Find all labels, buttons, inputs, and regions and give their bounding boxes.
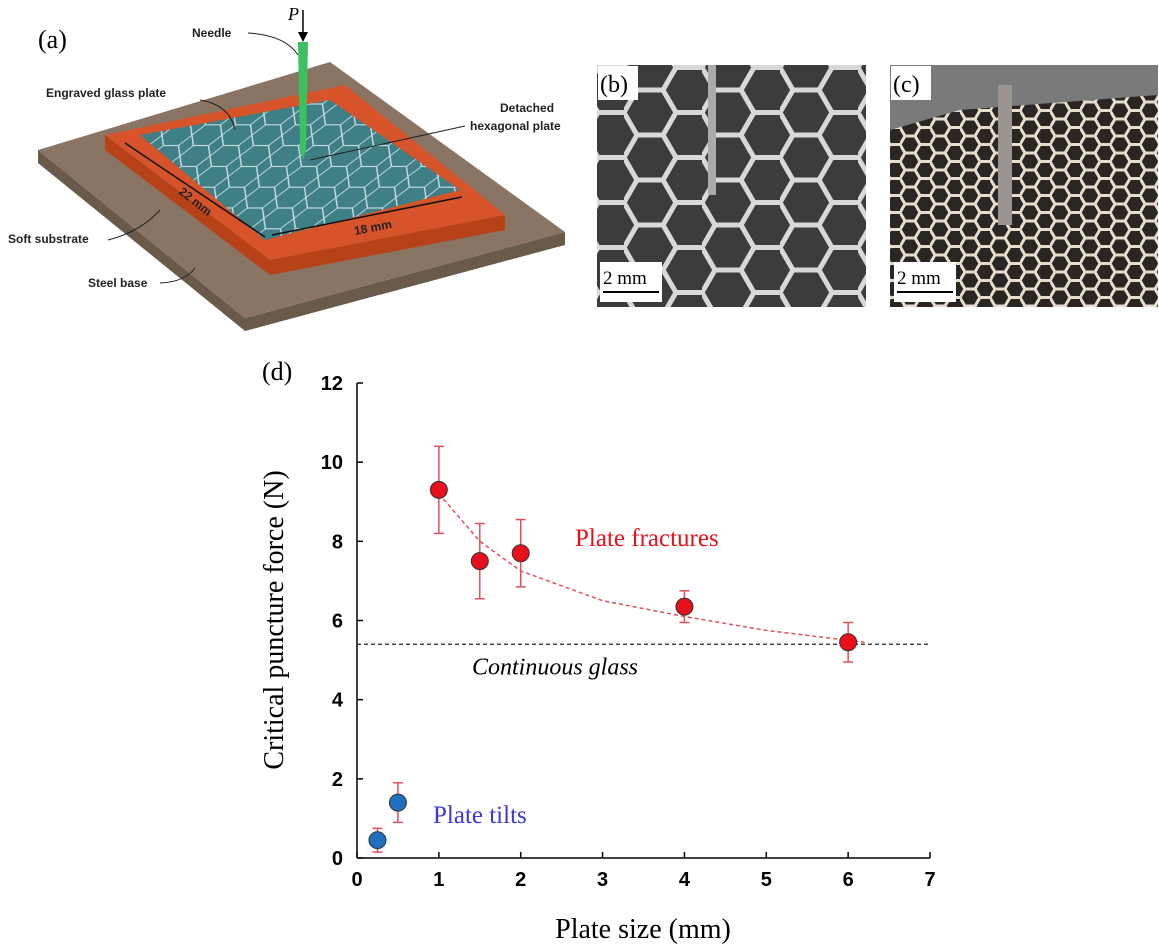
reference-label: Continuous glass [472,654,638,680]
x-tick-label: 2 [515,869,526,891]
x-axis-label: Plate size (mm) [555,914,731,945]
annotation: Plate tilts [433,802,527,829]
detached-label: Detached [500,101,554,115]
needle [708,65,716,195]
y-tick-label: 10 [321,452,343,474]
panel-label: (d) [262,357,292,386]
x-tick-label: 6 [843,869,854,891]
y-tick-label: 0 [332,848,343,870]
point [369,832,386,849]
x-tick-label: 7 [924,869,935,891]
base-label: Steel base [88,276,148,290]
x-tick-label: 0 [351,869,362,891]
point [389,794,406,811]
glass-label: Engraved glass plate [46,86,166,100]
x-tick-label: 1 [433,869,444,891]
point [512,545,529,562]
x-tick-label: 4 [679,869,691,891]
trend-line [439,494,865,643]
y-tick-label: 4 [332,690,344,712]
detached-label: hexagonal plate [470,119,561,133]
point [471,553,488,570]
load-label: P [287,4,299,24]
substrate-label: Soft substrate [8,232,89,246]
panel-label: (a) [38,25,67,54]
panel-a: (a) P Needle Engraved glass plate Detach… [8,4,565,331]
leader [248,33,298,55]
needle-label: Needle [192,26,232,40]
scale-label: 2 mm [897,268,941,289]
panel-label: (b) [600,72,628,98]
load-arrow-head [298,32,308,42]
y-tick-label: 2 [332,769,343,791]
panel-label: (c) [893,72,920,98]
x-tick-label: 3 [597,869,608,891]
needle [998,85,1012,225]
chart: (d) Plate size (mm) Critical puncture fo… [259,357,936,945]
point [430,481,447,498]
annotation: Plate fractures [575,525,719,552]
y-tick-label: 8 [332,531,343,553]
panel-b: (b) 2 mm [597,65,866,307]
y-tick-label: 12 [321,373,343,395]
point [676,598,693,615]
y-axis-label: Critical puncture force (N) [259,470,290,769]
scale-label: 2 mm [603,268,647,289]
y-tick-label: 6 [332,611,343,633]
figure: (a) P Needle Engraved glass plate Detach… [0,0,1159,947]
panel-c: (c) 2 mm [890,65,1158,307]
point [840,634,857,651]
x-tick-label: 5 [761,869,772,891]
